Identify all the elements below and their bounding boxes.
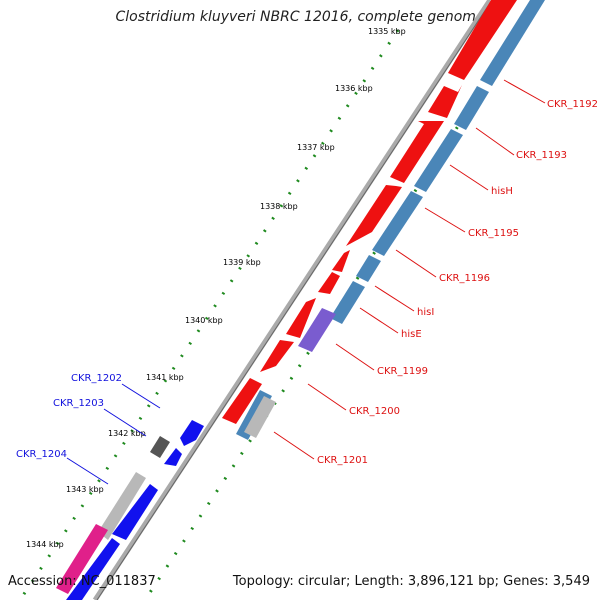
left-leaders <box>66 383 161 485</box>
gene-lower-blue-arrow[interactable] <box>66 538 120 600</box>
cds-ckr-1193[interactable] <box>454 86 489 130</box>
leader-line <box>503 79 546 104</box>
gene-label[interactable]: CKR_1196 <box>439 273 490 284</box>
tick-label: 1344 kbp <box>26 540 64 549</box>
gene-rna-magenta[interactable] <box>56 524 108 594</box>
gene-ckr-1200-arrow[interactable] <box>222 378 262 424</box>
forward-genes-track <box>222 0 517 424</box>
tick-label: 1336 kbp <box>335 84 373 93</box>
gene-hisi-arrow[interactable] <box>318 272 340 294</box>
gene-label[interactable]: CKR_1201 <box>317 455 368 466</box>
cds-ckr-1192[interactable] <box>480 0 545 86</box>
tick-label: 1343 kbp <box>66 485 104 494</box>
genome-backbone <box>92 0 493 600</box>
accession-text: Accession: NC_011837 <box>8 574 156 589</box>
tick-label: 1342 kbp <box>108 429 146 438</box>
leader-line <box>273 431 315 460</box>
cds-hish[interactable] <box>414 129 463 192</box>
gene-label[interactable]: CKR_1195 <box>468 228 519 239</box>
gene-label[interactable]: CKR_1202 <box>71 373 122 384</box>
leader-line <box>395 249 437 278</box>
tick-label: 1340 kbp <box>185 316 223 325</box>
gene-hish-arrow[interactable] <box>390 121 444 183</box>
gene-ckr-1203-dark[interactable] <box>150 436 170 458</box>
cds-track <box>236 0 545 440</box>
genome-summary-text: Topology: circular; Length: 3,896,121 bp… <box>232 574 590 589</box>
cds-ckr-1199-purple[interactable] <box>298 308 336 352</box>
gene-ckr-1202-arrow[interactable] <box>180 420 204 446</box>
leader-line <box>359 307 399 334</box>
tick-label: 1339 kbp <box>223 258 261 267</box>
gene-ckr-1192-arrow[interactable] <box>448 0 517 80</box>
cds-ckr-1201-gray[interactable] <box>244 396 276 438</box>
gene-ckr-1204-arrow[interactable] <box>112 484 158 540</box>
leader-line <box>424 207 466 233</box>
gene-label[interactable]: CKR_1200 <box>349 406 400 417</box>
gene-ckr-1204-gray[interactable] <box>98 472 146 540</box>
kbp-scale: 1335 kbp 1336 kbp 1337 kbp 1338 kbp 1339… <box>26 27 406 549</box>
reverse-genes-track <box>56 420 204 600</box>
gene-ckr-1199-arrow[interactable] <box>260 340 294 372</box>
leader-line <box>103 408 147 437</box>
right-leaders <box>273 79 546 460</box>
gene-label[interactable]: CKR_1203 <box>53 398 104 409</box>
left-gene-labels: CKR_1202 CKR_1203 CKR_1204 <box>16 373 122 460</box>
gene-label[interactable]: hisI <box>417 307 434 318</box>
tick-label: 1335 kbp <box>368 27 406 36</box>
gene-ckr-1196-arrow[interactable] <box>332 250 350 272</box>
cds-ckr-1196[interactable] <box>356 255 381 282</box>
tick-label: 1337 kbp <box>297 143 335 152</box>
gene-label[interactable]: CKR_1192 <box>547 99 598 110</box>
leader-line <box>66 457 109 485</box>
gene-label[interactable]: CKR_1204 <box>16 449 67 460</box>
gene-label[interactable]: CKR_1199 <box>377 366 428 377</box>
leader-line <box>449 164 489 191</box>
cds-ckr-1195[interactable] <box>372 191 423 256</box>
right-gene-labels: CKR_1192 CKR_1193 hisH CKR_1195 CKR_1196… <box>317 99 598 466</box>
leader-line <box>121 383 161 409</box>
leader-line <box>307 383 347 411</box>
gene-label[interactable]: hisH <box>491 186 513 197</box>
gene-label[interactable]: hisE <box>401 329 422 340</box>
gene-hise-arrow[interactable] <box>286 298 316 338</box>
gene-ckr-1203-arrow[interactable] <box>164 448 182 466</box>
cds-hisi[interactable] <box>330 281 365 324</box>
leader-line <box>335 343 375 371</box>
tick-label: 1341 kbp <box>146 373 184 382</box>
leader-line <box>475 127 515 156</box>
gene-label[interactable]: CKR_1193 <box>516 150 567 161</box>
genome-backbone-edge <box>96 0 493 600</box>
tick-label: 1338 kbp <box>260 202 298 211</box>
gene-ckr-1195-arrow[interactable] <box>346 185 402 246</box>
gene-ckr-1193-arrow[interactable] <box>428 85 462 118</box>
leader-line <box>374 285 415 312</box>
map-title: Clostridium kluyveri NBRC 12016, complet… <box>115 9 485 25</box>
